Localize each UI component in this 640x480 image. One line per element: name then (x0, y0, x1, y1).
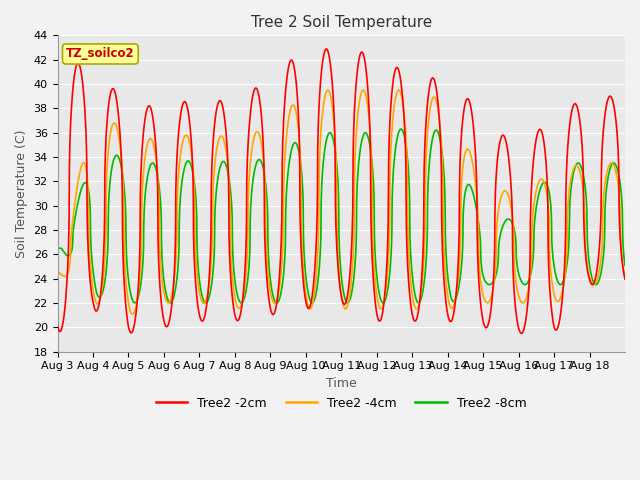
Legend: Tree2 -2cm, Tree2 -4cm, Tree2 -8cm: Tree2 -2cm, Tree2 -4cm, Tree2 -8cm (151, 392, 531, 415)
Text: TZ_soilco2: TZ_soilco2 (66, 48, 134, 60)
Y-axis label: Soil Temperature (C): Soil Temperature (C) (15, 129, 28, 258)
X-axis label: Time: Time (326, 377, 356, 390)
Title: Tree 2 Soil Temperature: Tree 2 Soil Temperature (251, 15, 432, 30)
